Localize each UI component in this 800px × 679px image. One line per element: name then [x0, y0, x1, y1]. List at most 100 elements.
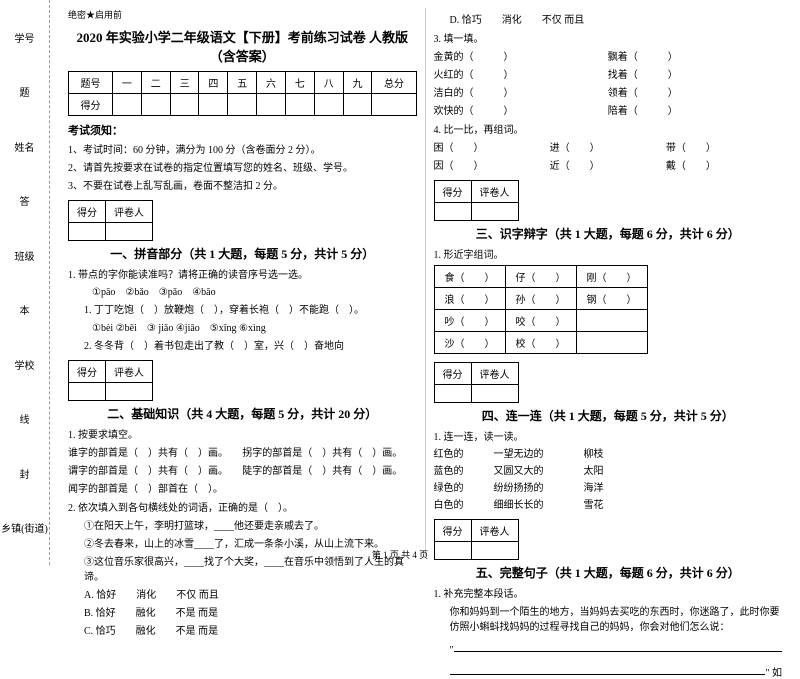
- score-header: 二: [141, 72, 170, 94]
- fill-item: 陡字的部首是（ ）共有（ ）画。: [242, 462, 416, 477]
- margin-label: 姓名: [15, 139, 35, 154]
- question-text: 1. 连一连，读一读。: [434, 428, 783, 443]
- left-column: 绝密★启用前 2020 年实验小学二年级语文【下册】考前练习试卷 人教版（含答案…: [60, 8, 426, 557]
- match-item: 细细长长的: [494, 496, 584, 511]
- fill-item: 找着（ ）: [608, 66, 782, 81]
- page-footer: 第 1 页 共 4 页: [0, 548, 800, 561]
- match-item: 太阳: [584, 462, 604, 477]
- fill-item: 洁白的（ ）: [434, 84, 608, 99]
- quote-end: " 如: [765, 664, 782, 679]
- char-cell: 钢（ ）: [576, 288, 647, 310]
- grader-table: 得分评卷人: [434, 362, 519, 403]
- margin-marker: 答: [20, 193, 30, 208]
- match-item: 雪花: [584, 496, 604, 511]
- score-header: 六: [257, 72, 286, 94]
- score-cell[interactable]: [285, 94, 314, 116]
- fill-item: 金黄的（ ）: [434, 48, 608, 63]
- mark-cell[interactable]: [106, 223, 153, 241]
- score-cell[interactable]: [372, 94, 416, 116]
- question-text: 1. 补充完整本段话。: [434, 585, 783, 600]
- question-text: 1. 形近字组词。: [434, 246, 783, 261]
- score-cell[interactable]: [257, 94, 286, 116]
- match-item: 纷纷扬扬的: [494, 479, 584, 494]
- question-text: 1. 带点的字你能读准吗？请将正确的读音序号选一选。: [68, 266, 417, 281]
- mark-cell[interactable]: [106, 383, 153, 401]
- paragraph-text: 你和妈妈到一个陌生的地方，当妈妈去买吃的东西时，你迷路了，此时你要仿照小蝌蚪找妈…: [450, 603, 783, 633]
- right-column: D. 恰巧 消化 不仅 而且 3. 填一填。 金黄的（ ）飘着（ ） 火红的（ …: [426, 8, 791, 557]
- mark-cell[interactable]: [471, 385, 518, 403]
- char-cell: 孙（ ）: [505, 288, 576, 310]
- char-cell: 咬（ ）: [505, 310, 576, 332]
- fill-item: 领着（ ）: [608, 84, 782, 99]
- score-cell[interactable]: [113, 94, 142, 116]
- char-cell: 吵（ ）: [434, 310, 505, 332]
- grader-table: 得分评卷人: [434, 180, 519, 221]
- section-title: 五、完整句子（共 1 大题，每题 6 分，共计 6 分）: [434, 564, 783, 581]
- score-header: 八: [314, 72, 343, 94]
- choice-option: C. 恰巧 融化 不是 而是: [84, 622, 417, 637]
- mark-cell[interactable]: [471, 203, 518, 221]
- choice-option: D. 恰巧 消化 不仅 而且: [450, 11, 783, 26]
- margin-label: 学校: [15, 357, 35, 372]
- answer-blank[interactable]: [454, 640, 782, 652]
- fill-item: 欢快的（ ）: [434, 102, 608, 117]
- char-cell: [576, 310, 647, 332]
- char-cell: 校（ ）: [505, 332, 576, 354]
- score-cell[interactable]: [141, 94, 170, 116]
- score-table: 题号 一 二 三 四 五 六 七 八 九 总分 得分: [68, 71, 417, 116]
- score-cell[interactable]: [314, 94, 343, 116]
- char-table: 食（ ）仔（ ）刚（ ） 浪（ ）孙（ ）钢（ ） 吵（ ）咬（ ） 沙（ ）校…: [434, 265, 648, 354]
- margin-marker: 本: [20, 302, 30, 317]
- margin-label: 学号: [15, 30, 35, 45]
- grader-table: 得分 评卷人: [68, 200, 153, 241]
- mark-cell[interactable]: [434, 203, 471, 221]
- binding-margin: 学号 题 姓名 答 班级 本 学校 线 封 乡镇(街道): [0, 0, 50, 565]
- fill-item: 拐字的部首是（ ）共有（ ）画。: [242, 444, 416, 459]
- margin-marker: 题: [20, 84, 30, 99]
- char-cell: 刚（ ）: [576, 266, 647, 288]
- match-item: 蓝色的: [434, 462, 494, 477]
- match-item: 白色的: [434, 496, 494, 511]
- fill-item: 谁字的部首是（ ）共有（ ）画。: [68, 444, 242, 459]
- score-header: 七: [285, 72, 314, 94]
- question-text: 1. 按要求填空。: [68, 426, 417, 441]
- mark-label: 得分: [69, 361, 106, 383]
- mark-label: 得分: [434, 520, 471, 542]
- score-cell[interactable]: [228, 94, 257, 116]
- mark-label: 得分: [434, 181, 471, 203]
- score-cell[interactable]: [199, 94, 228, 116]
- score-cell[interactable]: [170, 94, 199, 116]
- mark-label: 评卷人: [471, 181, 518, 203]
- char-cell: 浪（ ）: [434, 288, 505, 310]
- score-header: 三: [170, 72, 199, 94]
- score-header: 一: [113, 72, 142, 94]
- notice-item: 2、请首先按要求在试卷的指定位置填写您的姓名、班级、学号。: [68, 159, 417, 174]
- notice-title: 考试须知：: [68, 122, 417, 138]
- mark-cell[interactable]: [434, 385, 471, 403]
- question-text: 3. 填一填。: [434, 30, 783, 45]
- answer-blank[interactable]: [450, 663, 766, 675]
- grader-table: 得分 评卷人: [68, 360, 153, 401]
- mark-label: 得分: [434, 363, 471, 385]
- mark-cell[interactable]: [69, 223, 106, 241]
- fill-item: 陪着（ ）: [608, 102, 782, 117]
- exam-title: 2020 年实验小学二年级语文【下册】考前练习试卷 人教版（含答案）: [68, 27, 417, 65]
- section-title: 二、基础知识（共 4 大题，每题 5 分，共计 20 分）: [68, 405, 417, 422]
- mark-label: 评卷人: [106, 201, 153, 223]
- score-cell[interactable]: [343, 94, 372, 116]
- option-row: ①pāo ②bǎo ③pǎo ④bāo: [92, 283, 417, 298]
- fill-item: 戴（ ）: [666, 157, 782, 172]
- section-title: 一、拼音部分（共 1 大题，每题 5 分，共计 5 分）: [68, 245, 417, 262]
- fill-item: 谓字的部首是（ ）共有（ ）画。: [68, 462, 242, 477]
- fill-item: 带（ ）: [666, 139, 782, 154]
- fill-item: 因（ ）: [434, 157, 550, 172]
- notice-item: 1、考试时间：60 分钟，满分为 100 分（含卷面分 2 分）。: [68, 141, 417, 156]
- margin-label: 班级: [15, 248, 35, 263]
- mark-cell[interactable]: [69, 383, 106, 401]
- question-text: 2. 依次填入到各句横线处的词语，正确的是（ ）。: [68, 499, 417, 514]
- fill-item: 闻字的部首是（ ）部首在（ ）。: [68, 480, 417, 495]
- score-header: 题号: [69, 72, 113, 94]
- secret-label: 绝密★启用前: [68, 8, 417, 21]
- fill-item: 进（ ）: [550, 139, 666, 154]
- score-row-label: 得分: [69, 94, 113, 116]
